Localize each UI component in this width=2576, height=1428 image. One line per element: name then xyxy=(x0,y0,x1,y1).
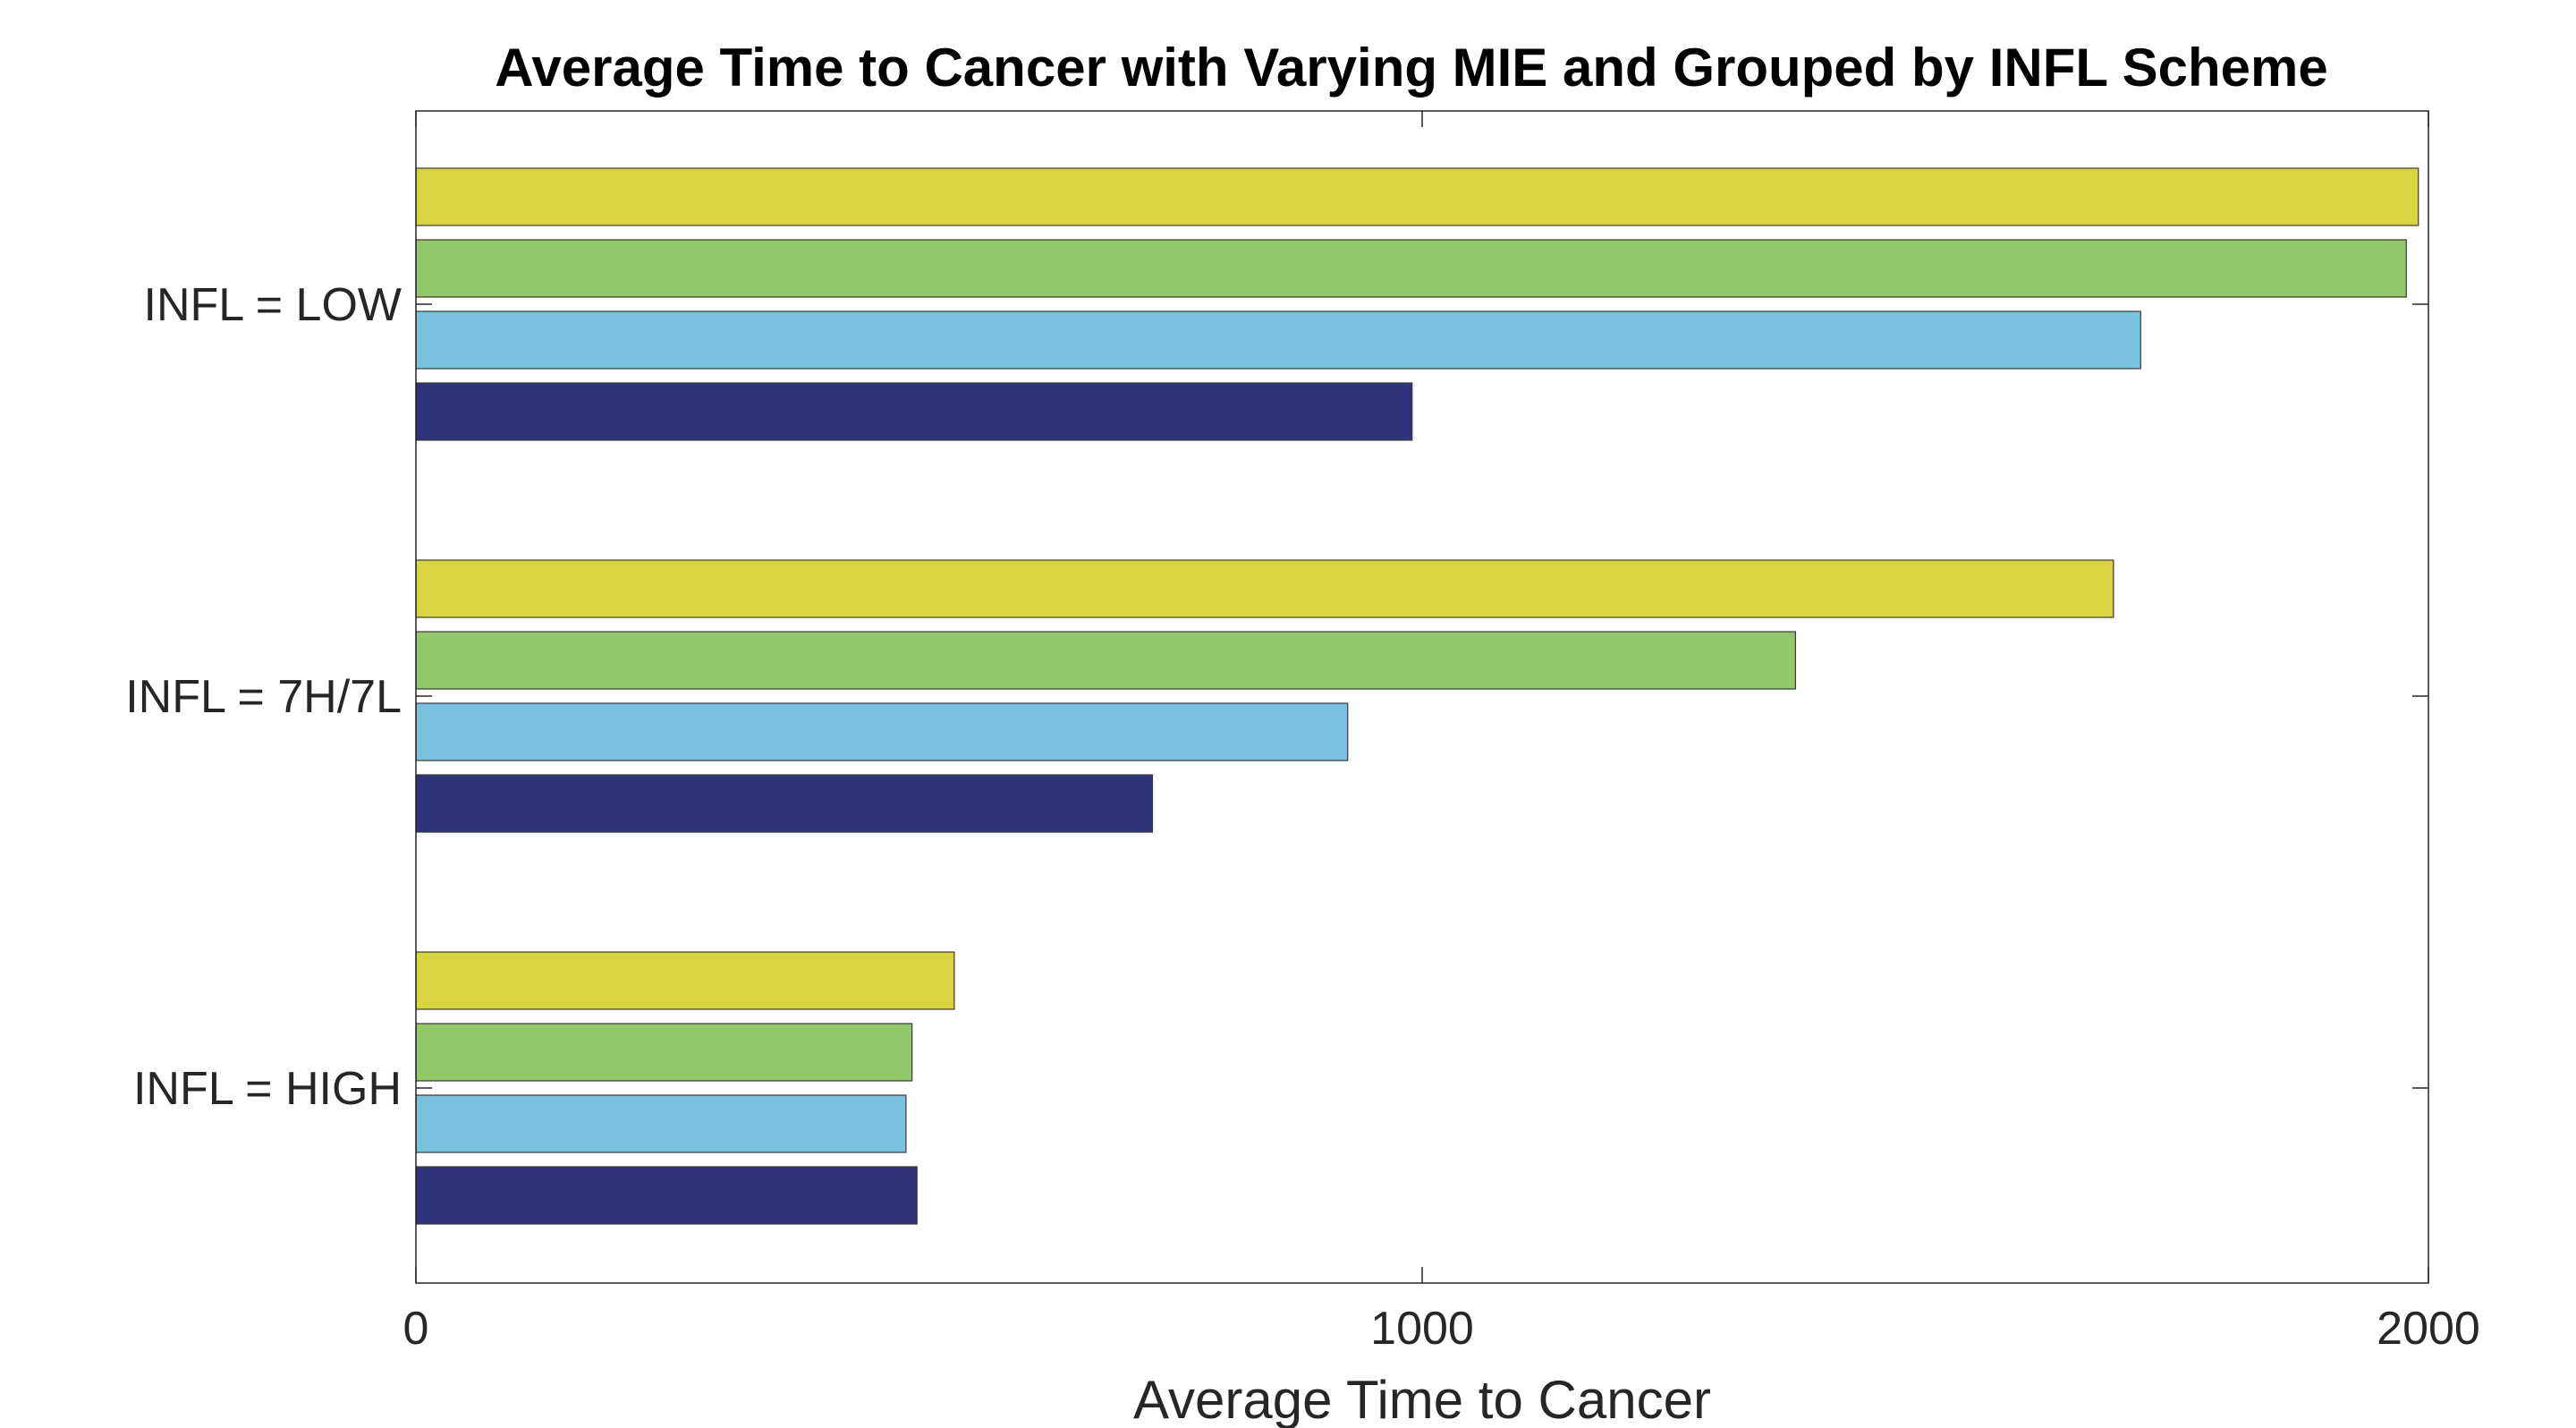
bar-2-4 xyxy=(415,774,1154,833)
bar-2-3 xyxy=(415,702,1349,761)
y-category-label-1: INFL = LOW xyxy=(144,279,402,331)
bar-2-1 xyxy=(415,559,2114,618)
y-category-label-2: INFL = 7H/7L xyxy=(125,671,402,723)
bar-2-2 xyxy=(415,631,1796,690)
bar-3-1 xyxy=(415,951,955,1010)
x-tick-label-2: 1000 xyxy=(1370,1303,1474,1355)
x-tick-label-1: 0 xyxy=(403,1303,429,1355)
bar-1-1 xyxy=(415,167,2419,226)
x-tick-labels: 0 1000 2000 xyxy=(403,1303,2480,1355)
bar-3-4 xyxy=(415,1166,918,1225)
x-axis-label: Average Time to Cancer xyxy=(1133,1370,1711,1428)
y-category-label-3: INFL = HIGH xyxy=(133,1063,402,1115)
bar-1-4 xyxy=(415,382,1413,441)
bar-1-2 xyxy=(415,239,2407,298)
bar-1-3 xyxy=(415,310,2141,370)
y-tick-labels: INFL = LOW INFL = 7H/7L INFL = HIGH xyxy=(125,279,402,1115)
bar-3-3 xyxy=(415,1094,907,1153)
x-tick-label-3: 2000 xyxy=(2377,1303,2480,1355)
ticks-layer xyxy=(415,111,2429,1283)
bars-layer xyxy=(415,167,2419,1225)
chart-title: Average Time to Cancer with Varying MIE … xyxy=(495,38,2327,98)
bar-3-2 xyxy=(415,1023,913,1082)
